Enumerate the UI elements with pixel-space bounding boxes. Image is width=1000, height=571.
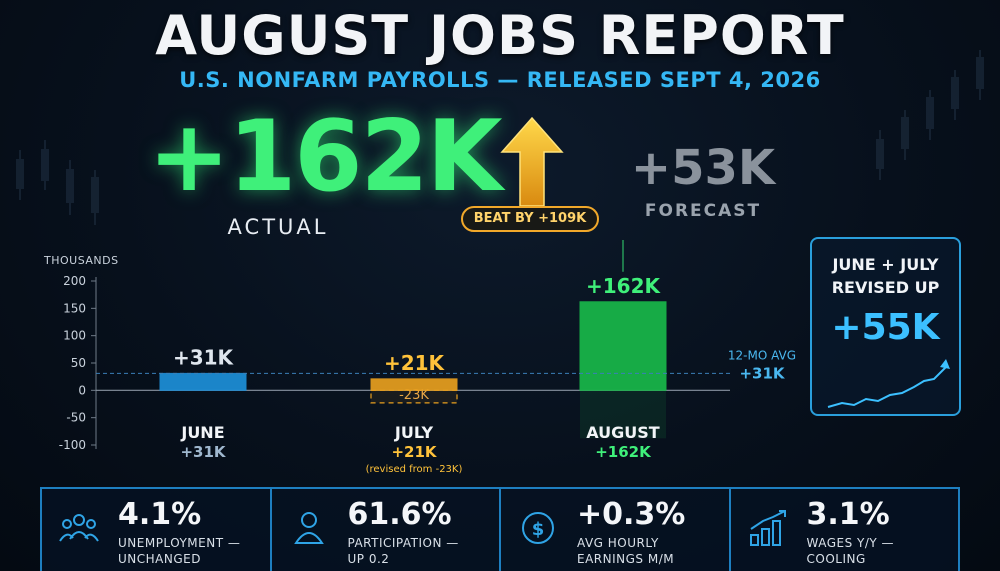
y-tick-label: 200: [63, 274, 86, 288]
stat-label-line1: WAGES Y/Y —: [806, 536, 895, 550]
stat-value: 61.6%: [347, 497, 452, 532]
bar-prior-label: -23K: [399, 388, 429, 403]
actual-label: ACTUAL: [227, 215, 329, 239]
stat-value: 4.1%: [118, 497, 202, 532]
category-sublabel: +31K: [180, 443, 226, 461]
payrolls-bar-chart: THOUSANDS200150100500-50-100+31KJUNE+31K…: [43, 240, 796, 475]
bar-value-label: +162K: [586, 274, 662, 298]
stat-value: +0.3%: [577, 497, 686, 532]
stat-label-line2: EARNINGS M/M: [577, 552, 675, 566]
stat-label-line2: COOLING: [806, 552, 866, 566]
reference-line-label: 12-MO AVG: [728, 348, 796, 362]
stat-wages: 3.1% WAGES Y/Y — COOLING: [731, 489, 959, 571]
x-tick-label: AUGUST: [586, 423, 660, 442]
bar-july: [370, 378, 458, 391]
stats-bar: 4.1% UNEMPLOYMENT — UNCHANGED 61.6% PART…: [40, 487, 960, 571]
stat-label-line1: AVG HOURLY: [577, 536, 659, 550]
stat-unemployment: 4.1% UNEMPLOYMENT — UNCHANGED: [42, 489, 272, 571]
dollar-coin-icon: $: [522, 512, 554, 544]
stat-label: PARTICIPATION — UP 0.2: [348, 535, 459, 567]
revisions-heading-line1: JUNE + JULY: [832, 255, 939, 274]
x-tick-label: JULY: [394, 423, 434, 442]
y-tick-label: 50: [71, 356, 86, 370]
reference-line-value: +31K: [739, 364, 785, 382]
up-arrow-icon: [500, 116, 564, 207]
bar-prior-estimate: [370, 389, 458, 404]
stat-value: 3.1%: [806, 497, 890, 532]
revisions-heading: JUNE + JULY REVISED UP: [812, 253, 959, 299]
revisions-panel: JUNE + JULY REVISED UP +55K: [810, 237, 961, 416]
stat-label: AVG HOURLY EARNINGS M/M: [577, 535, 674, 567]
growth-bars-icon: [749, 510, 786, 546]
bar-glow: [580, 390, 666, 439]
y-axis-label: THOUSANDS: [43, 254, 119, 267]
x-tick-label: JUNE: [180, 423, 224, 442]
category-note: (revised from -23K): [366, 464, 463, 475]
bar-value-label: +31K: [173, 345, 235, 369]
revisions-sparkline: [827, 359, 950, 408]
page-subtitle: U.S. NONFARM PAYROLLS — RELEASED SEPT 4,…: [179, 68, 821, 92]
stat-label-line2: UNCHANGED: [118, 552, 201, 566]
svg-text:$: $: [532, 519, 545, 540]
beat-badge: BEAT BY +109K: [461, 206, 599, 232]
actual-value: +162K: [148, 100, 503, 214]
stat-label: UNEMPLOYMENT — UNCHANGED: [118, 535, 240, 567]
y-tick-label: -100: [59, 438, 86, 452]
person-icon: [293, 512, 324, 544]
y-tick-label: -50: [66, 411, 86, 425]
page-title: AUGUST JOBS REPORT: [155, 4, 845, 67]
forecast-label: FORECAST: [644, 201, 762, 221]
category-sublabel: +21K: [391, 443, 437, 461]
stat-hourly-earnings: $ +0.3% AVG HOURLY EARNINGS M/M: [501, 489, 731, 571]
stat-label: WAGES Y/Y — COOLING: [807, 535, 895, 567]
stat-label-line1: PARTICIPATION —: [347, 536, 459, 550]
revisions-value: +55K: [831, 307, 940, 348]
bar-august: [579, 301, 667, 391]
y-tick-label: 150: [63, 301, 86, 315]
forecast-value: +53K: [630, 140, 776, 196]
stat-label-line1: UNEMPLOYMENT —: [118, 536, 241, 550]
category-sublabel: +162K: [595, 443, 652, 461]
y-tick-label: 100: [63, 329, 86, 343]
bar-value-label: +21K: [384, 351, 446, 375]
stat-label-line2: UP 0.2: [347, 552, 390, 566]
people-group-icon: [59, 514, 99, 542]
bar-june: [159, 372, 247, 391]
stat-participation: 61.6% PARTICIPATION — UP 0.2: [272, 489, 501, 571]
y-tick-label: 0: [78, 383, 86, 397]
revisions-heading-line2: REVISED UP: [831, 278, 940, 297]
